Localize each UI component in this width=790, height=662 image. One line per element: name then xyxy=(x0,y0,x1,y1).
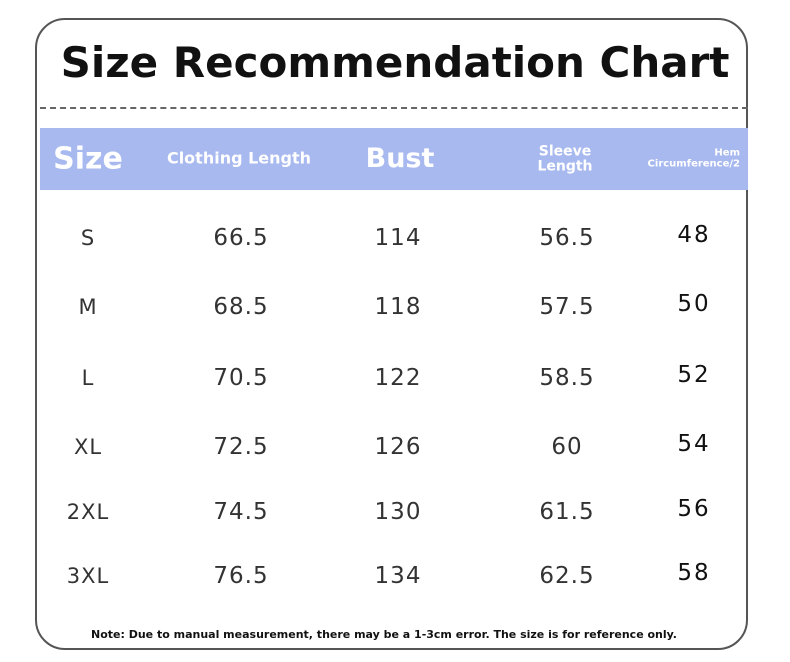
table-cell: 130 xyxy=(374,499,422,525)
note: Note: Due to manual measurement, there m… xyxy=(91,628,677,641)
table-cell: 57.5 xyxy=(539,294,595,320)
table-cell: 76.5 xyxy=(213,563,269,589)
table-cell: 66.5 xyxy=(213,225,269,251)
table-cell: 50 xyxy=(677,291,711,317)
table-cell: L xyxy=(81,366,95,390)
table-cell: 2XL xyxy=(66,500,110,524)
header-cell: Sleeve Length xyxy=(537,143,593,174)
table-cell: 52 xyxy=(677,362,711,388)
title: Size Recommendation Chart xyxy=(60,38,730,87)
header-cell: Hem Circumference/2 xyxy=(647,147,740,169)
table-cell: 58.5 xyxy=(539,365,595,391)
divider xyxy=(40,107,748,109)
table-cell: 56 xyxy=(677,496,711,522)
table-cell: 56.5 xyxy=(539,225,595,251)
header-cell: Size xyxy=(53,141,123,177)
table-cell: 62.5 xyxy=(539,563,595,589)
table-cell: M xyxy=(78,295,98,319)
table-header: Size Clothing Length Bust Sleeve Length Hem … xyxy=(40,128,748,190)
table-cell: 118 xyxy=(374,294,422,320)
table-cell: 126 xyxy=(374,434,422,460)
table-cell: 114 xyxy=(374,225,422,251)
table-cell: 48 xyxy=(677,222,711,248)
table-cell: 54 xyxy=(677,431,711,457)
table-cell: 70.5 xyxy=(213,365,269,391)
frame xyxy=(35,18,748,650)
table-cell: S xyxy=(80,226,96,250)
table-cell: 74.5 xyxy=(213,499,269,525)
table-cell: 3XL xyxy=(66,564,110,588)
table-cell: 134 xyxy=(374,563,422,589)
table-cell: 68.5 xyxy=(213,294,269,320)
table-cell: 122 xyxy=(374,365,422,391)
table-cell: XL xyxy=(73,435,103,459)
header-cell: Bust xyxy=(365,142,435,174)
table-cell: 72.5 xyxy=(213,434,269,460)
header-cell: Clothing Length xyxy=(166,148,312,168)
table-cell: 60 xyxy=(551,434,583,460)
table-cell: 61.5 xyxy=(539,499,595,525)
table-cell: 58 xyxy=(677,560,711,586)
